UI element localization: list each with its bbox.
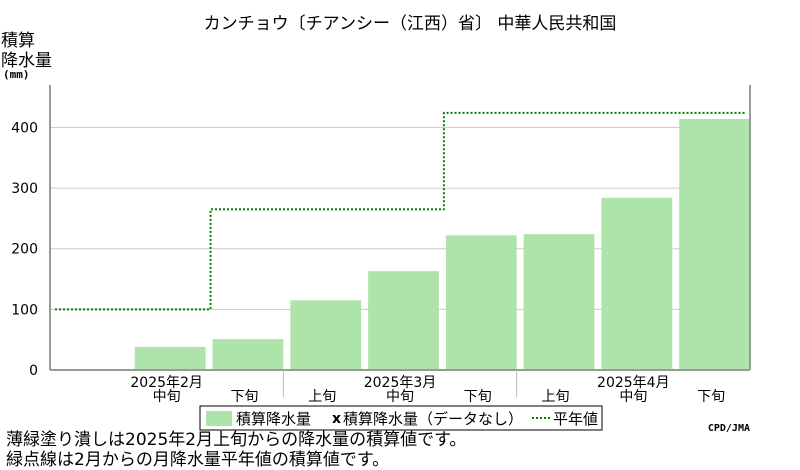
bar-2 <box>290 300 362 370</box>
normal-step-line <box>55 111 745 311</box>
bar-0 <box>134 346 206 370</box>
y-tick-label-200: 200 <box>11 242 38 258</box>
bar-7 <box>679 118 750 370</box>
legend-missing-marker: x <box>332 411 341 427</box>
bar-3 <box>368 271 439 370</box>
period-label-2: 上旬 <box>308 389 336 405</box>
y-axis-unit: (mm) <box>3 68 30 81</box>
bars <box>134 118 750 370</box>
normal-line <box>55 111 745 311</box>
credit: CPD/JMA <box>708 423 750 434</box>
month-label-0: 2025年2月 <box>130 375 203 391</box>
period-label-5: 上旬 <box>542 389 570 405</box>
month-label-2: 2025年4月 <box>597 375 670 391</box>
y-tick-labels: 0 100 200 300 400 <box>11 120 38 379</box>
y-tick-label-300: 300 <box>11 181 38 197</box>
note-line-2: 緑点線は2月からの月降水量平年値の積算値です。 <box>6 450 390 470</box>
period-label-3: 中旬 <box>386 389 414 405</box>
y-tick-label-100: 100 <box>11 302 38 318</box>
y-axis-label-line1: 積算 <box>1 31 35 51</box>
y-tick-label-400: 400 <box>11 120 38 136</box>
bar-4 <box>445 235 517 370</box>
legend-missing-label: 積算降水量（データなし） <box>343 410 523 428</box>
chart-title: カンチョウ〔チアンシー（江西）省〕 中華人民共和国 <box>204 14 617 34</box>
bar-1 <box>212 339 284 370</box>
y-axis-label-line2: 降水量 <box>1 51 52 71</box>
legend-bar-swatch <box>206 411 232 426</box>
month-label-1: 2025年3月 <box>364 375 437 391</box>
legend: 積算降水量 x 積算降水量（データなし） 平年値 <box>199 405 603 431</box>
legend-box <box>199 405 603 431</box>
bar-6 <box>601 197 673 370</box>
legend-bar-label: 積算降水量 <box>236 410 311 428</box>
note-line-1: 薄緑塗り潰しは2025年2月上旬からの降水量の積算値です。 <box>6 430 467 450</box>
period-label-1: 下旬 <box>230 389 258 405</box>
period-label-0: 中旬 <box>153 389 181 405</box>
plot-frame <box>49 85 751 397</box>
legend-normal-label: 平年値 <box>553 410 598 428</box>
period-label-4: 下旬 <box>464 389 492 405</box>
bar-5 <box>523 234 595 370</box>
y-tick-label-0: 0 <box>29 363 38 379</box>
period-label-7: 下旬 <box>697 389 725 405</box>
period-label-6: 中旬 <box>619 389 647 405</box>
